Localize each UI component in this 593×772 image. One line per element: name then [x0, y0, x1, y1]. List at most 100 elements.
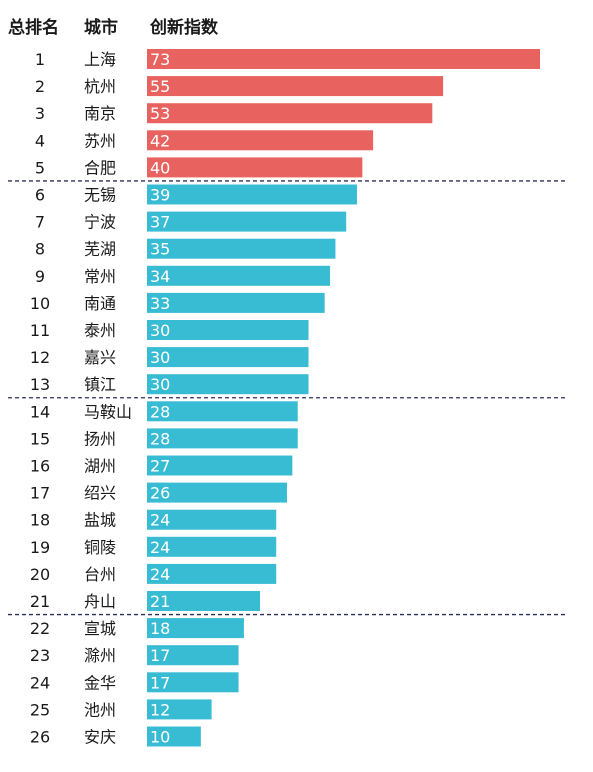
rank-label: 2 [35, 77, 45, 96]
bar [147, 482, 287, 503]
value-label: 17 [150, 646, 170, 665]
value-label: 28 [150, 429, 170, 448]
bar [147, 428, 298, 449]
city-label: 湖州 [84, 457, 116, 476]
value-label: 27 [150, 457, 170, 476]
value-label: 21 [150, 592, 170, 611]
bar [147, 211, 347, 232]
rank-column-header: 总排名 [8, 17, 59, 38]
bar [147, 238, 336, 259]
rank-label: 20 [30, 565, 50, 584]
city-label: 泰州 [84, 321, 116, 340]
index-column-header: 创新指数 [149, 17, 219, 38]
rank-label: 7 [35, 213, 45, 232]
rank-label: 1 [35, 50, 45, 69]
city-column-header: 城市 [84, 17, 118, 38]
value-label: 26 [150, 484, 170, 503]
rank-label: 19 [30, 538, 50, 557]
rank-label: 24 [30, 673, 50, 692]
city-label: 台州 [84, 565, 116, 584]
city-label: 滁州 [84, 646, 116, 665]
city-label: 金华 [84, 673, 116, 692]
value-label: 53 [150, 104, 170, 123]
chart-rows: 1 上海 732 杭州 553 南京 534 苏州 425 合肥 406 无锡 397 宁波 378 芜湖 35… [8, 49, 568, 747]
city-label: 宣城 [84, 619, 116, 638]
city-label: 杭州 [84, 77, 116, 96]
rank-label: 18 [30, 511, 50, 530]
value-label: 24 [150, 511, 170, 530]
value-label: 17 [150, 673, 170, 692]
rank-label: 16 [30, 457, 50, 476]
bar [147, 49, 540, 69]
value-label: 28 [150, 402, 170, 421]
city-label: 池州 [84, 700, 116, 719]
city-label: 绍兴 [84, 484, 116, 503]
rank-label: 3 [35, 104, 45, 123]
value-label: 30 [150, 375, 170, 394]
bar [147, 591, 261, 611]
bar [147, 157, 363, 178]
bar [147, 347, 309, 368]
bar [147, 563, 277, 584]
bar [147, 374, 309, 395]
rank-label: 4 [35, 131, 45, 150]
city-label: 上海 [84, 50, 116, 69]
value-label: 24 [150, 565, 170, 584]
value-label: 55 [150, 77, 170, 96]
value-label: 37 [150, 213, 170, 232]
value-label: 40 [150, 158, 170, 177]
rank-label: 11 [30, 321, 50, 340]
city-label: 扬州 [84, 429, 116, 448]
value-label: 10 [150, 728, 170, 747]
bar [147, 320, 309, 340]
rank-label: 23 [30, 646, 50, 665]
value-label: 34 [150, 267, 170, 286]
value-label: 12 [150, 700, 170, 719]
bar [147, 292, 325, 313]
bar [147, 699, 212, 720]
rank-label: 12 [30, 348, 50, 367]
city-label: 盐城 [84, 511, 116, 530]
bar [147, 536, 277, 557]
value-label: 18 [150, 619, 170, 638]
bar [147, 265, 331, 286]
bar [147, 618, 244, 639]
bar [147, 672, 239, 693]
rank-label: 14 [30, 402, 50, 421]
bar [147, 455, 293, 476]
value-label: 33 [150, 294, 170, 313]
value-label: 39 [150, 186, 170, 205]
city-label: 安庆 [84, 728, 116, 747]
city-label: 南通 [84, 294, 116, 313]
rank-label: 13 [30, 375, 50, 394]
rank-label: 9 [35, 267, 45, 286]
rank-label: 5 [35, 158, 45, 177]
rank-label: 15 [30, 429, 50, 448]
bar [147, 509, 277, 530]
city-label: 马鞍山 [84, 402, 132, 421]
value-label: 30 [150, 321, 170, 340]
value-label: 24 [150, 538, 170, 557]
bar [147, 645, 239, 666]
city-label: 苏州 [84, 131, 116, 150]
city-label: 合肥 [84, 158, 116, 177]
rank-label: 21 [30, 592, 50, 611]
rank-label: 25 [30, 700, 50, 719]
bar [147, 103, 433, 124]
rank-label: 17 [30, 484, 50, 503]
rank-label: 26 [30, 728, 50, 747]
city-label: 铜陵 [84, 538, 116, 557]
city-label: 镇江 [84, 375, 116, 394]
value-label: 73 [150, 50, 170, 69]
value-label: 30 [150, 348, 170, 367]
bar [147, 726, 201, 747]
bar [147, 76, 444, 97]
city-label: 无锡 [84, 186, 116, 205]
city-label: 南京 [84, 104, 116, 123]
city-label: 嘉兴 [84, 348, 116, 367]
value-label: 35 [150, 240, 170, 259]
city-label: 舟山 [84, 592, 116, 611]
rank-label: 6 [35, 186, 45, 205]
value-label: 42 [150, 131, 170, 150]
